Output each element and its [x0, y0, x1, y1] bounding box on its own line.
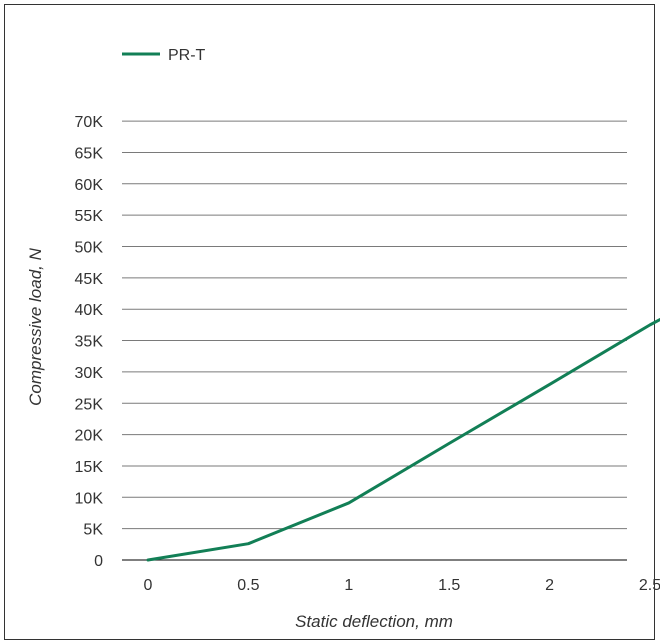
y-tick-label: 25K	[75, 396, 104, 413]
x-tick-label: 2.5	[639, 577, 660, 594]
y-tick-label: 50K	[75, 240, 104, 257]
y-axis-tick-labels: 0 5K 10K 15K 20K 25K 30K 35K 40K 45K 50K 55K 60K 65K 7…	[75, 114, 104, 570]
x-tick-label: 0.5	[237, 577, 259, 594]
y-tick-label: 10K	[75, 490, 104, 507]
y-tick-label: 0	[94, 553, 103, 570]
y-axis-title: Compressive load, N	[26, 247, 45, 406]
x-tick-label: 0	[144, 577, 153, 594]
series-layer	[146, 317, 660, 562]
y-tick-label: 15K	[75, 459, 104, 476]
y-tick-label: 45K	[75, 271, 104, 288]
x-tick-label: 1.5	[438, 577, 460, 594]
x-axis-title: Static deflection, mm	[295, 612, 453, 631]
legend-label-pr-t: PR-T	[168, 47, 206, 64]
legend: PR-T	[122, 47, 206, 64]
y-tick-label: 70K	[75, 114, 104, 131]
y-tick-label: 30K	[75, 365, 104, 382]
x-tick-label: 1	[344, 577, 353, 594]
gridlines	[122, 120, 627, 530]
y-tick-label: 20K	[75, 428, 104, 445]
chart-frame	[4, 4, 655, 640]
series-line-pr-t	[146, 317, 660, 562]
y-tick-label: 55K	[75, 208, 104, 225]
y-tick-label: 5K	[83, 522, 103, 539]
y-tick-label: 60K	[75, 177, 104, 194]
x-axis-tick-labels: 00.511.522.533.544.5	[144, 577, 660, 594]
y-tick-label: 35K	[75, 334, 104, 351]
x-tick-label: 2	[545, 577, 554, 594]
y-tick-label: 65K	[75, 145, 104, 162]
y-tick-label: 40K	[75, 302, 104, 319]
